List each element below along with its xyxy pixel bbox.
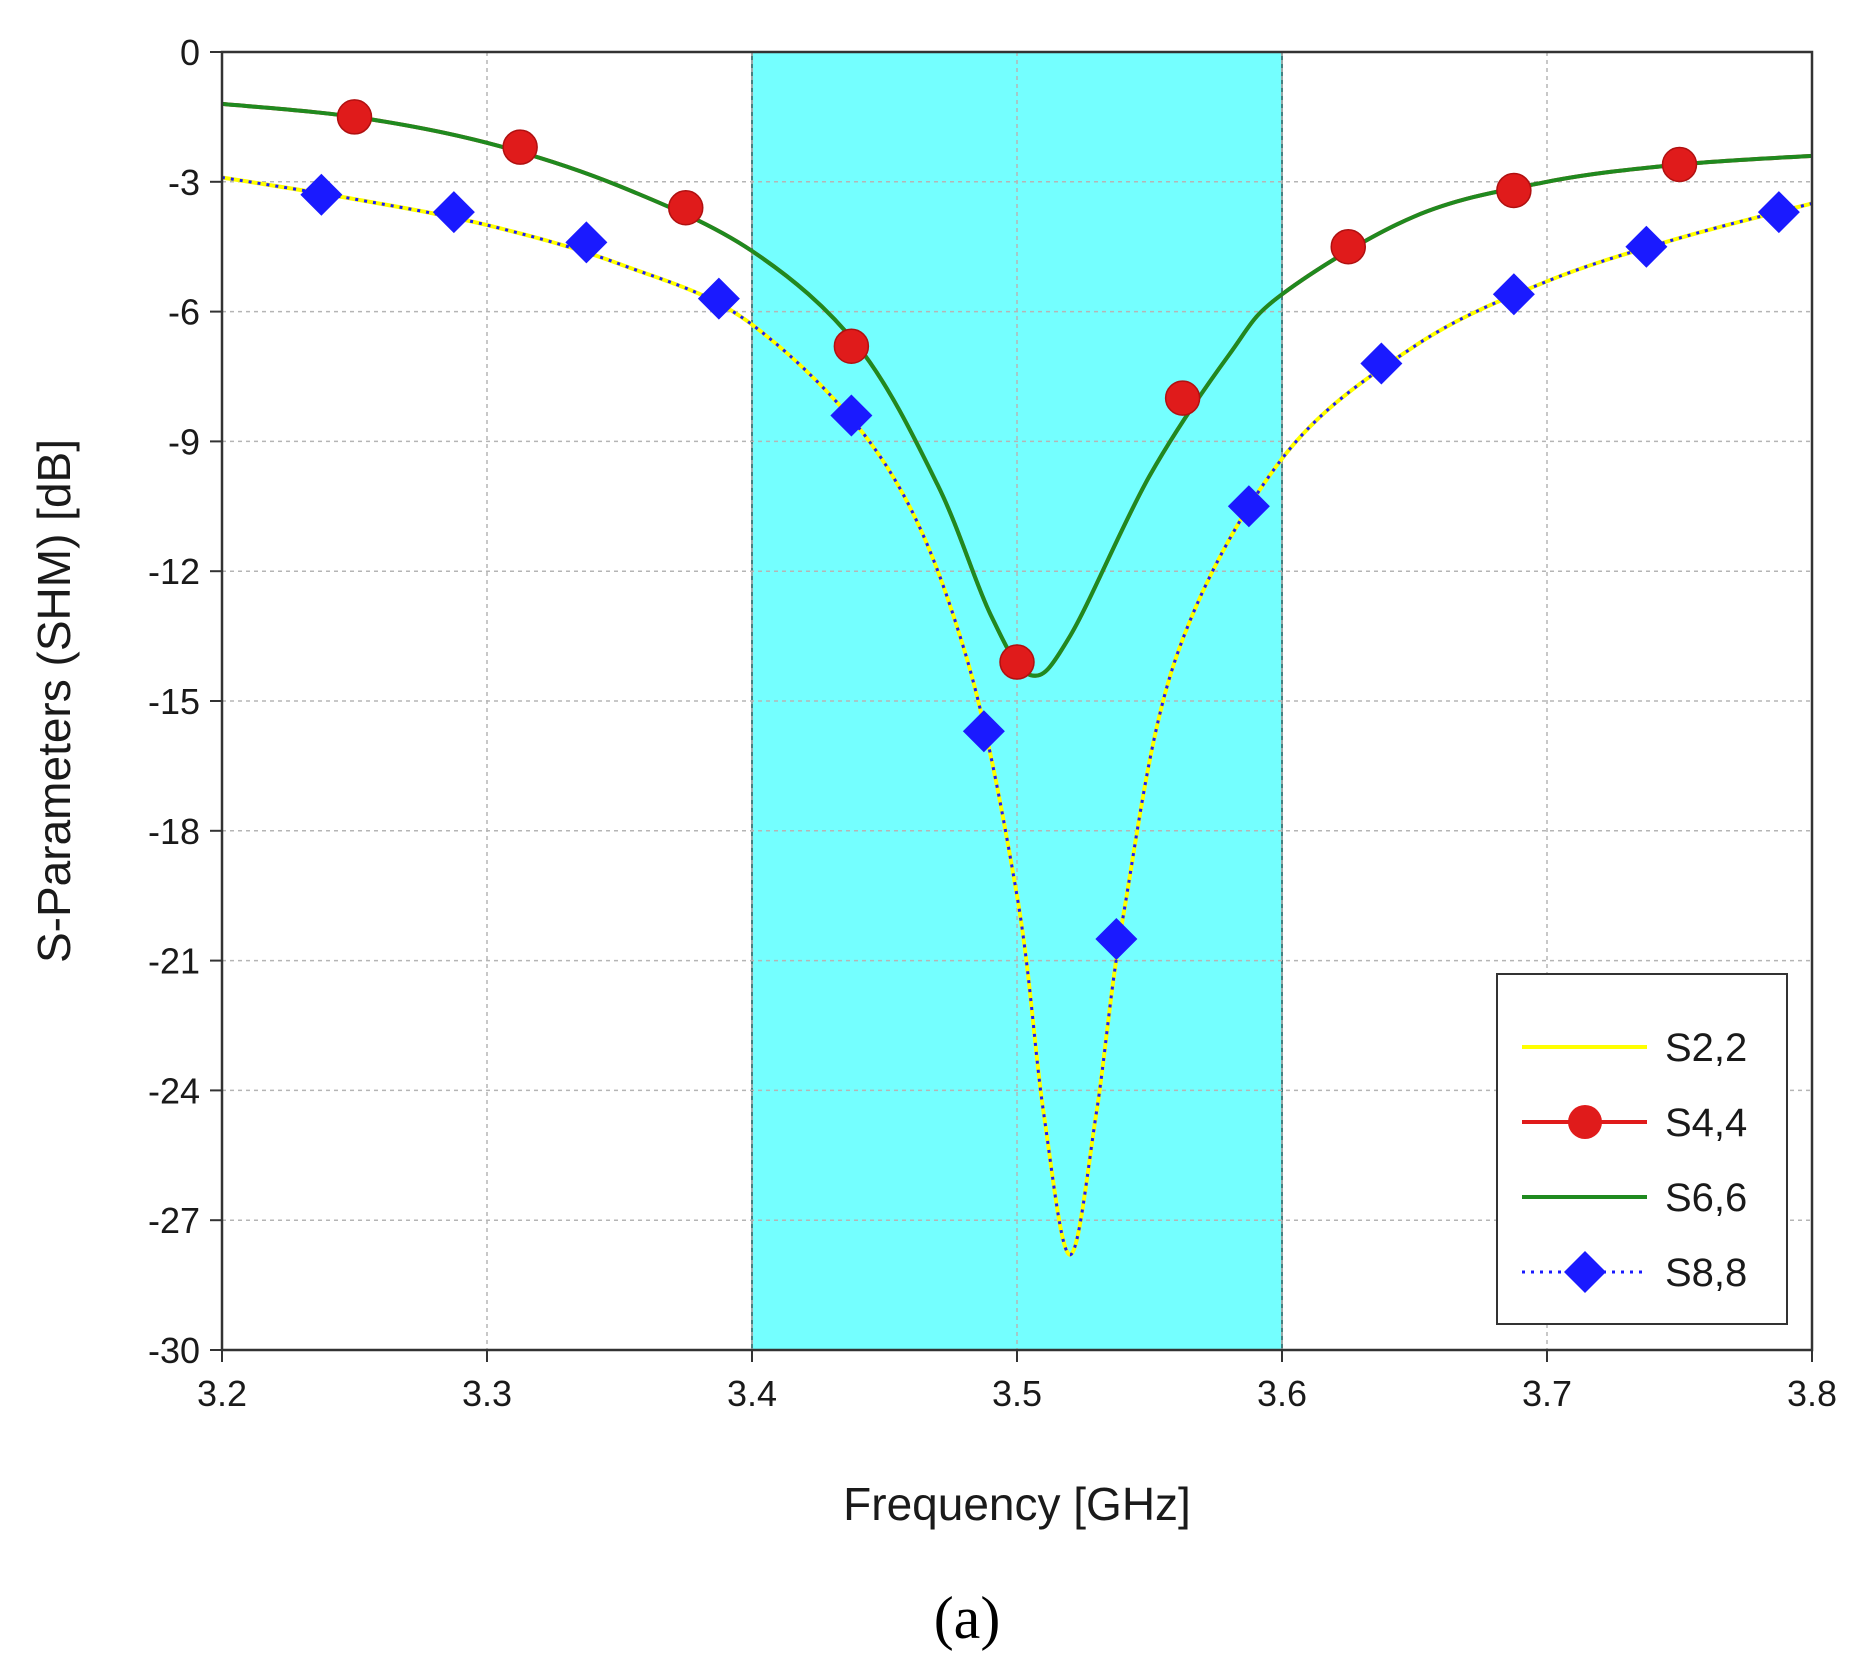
marker-s44 (999, 644, 1035, 680)
x-tick-label: 3.2 (197, 1373, 247, 1414)
marker-s44 (502, 129, 538, 165)
legend-marker-s88 (1564, 1251, 1606, 1293)
y-tick-label: 0 (180, 32, 200, 73)
y-tick-label: -21 (148, 941, 200, 982)
marker-s44 (1661, 146, 1698, 183)
x-tick-label: 3.4 (727, 1373, 777, 1414)
marker-s88 (1492, 273, 1535, 316)
marker-s44 (336, 99, 373, 135)
marker-s88 (432, 191, 475, 234)
marker-layer (300, 99, 1800, 960)
y-axis-title: S-Parameters (SHM) [dB] (28, 439, 80, 963)
marker-s44 (833, 328, 870, 364)
y-tick-label: -24 (148, 1070, 200, 1111)
marker-s88 (962, 710, 1005, 753)
figure-caption: (a) (934, 1585, 1001, 1651)
marker-s88 (1625, 225, 1668, 268)
marker-s88 (1095, 917, 1138, 960)
x-tick-label: 3.3 (462, 1373, 512, 1414)
marker-s44 (668, 190, 704, 226)
x-tick-label: 3.6 (1257, 1373, 1307, 1414)
legend-items: S2,2 S4,4 S6,6 S8,8 (1522, 1026, 1747, 1295)
y-tick-label: -18 (148, 811, 200, 852)
marker-s44 (1164, 380, 1201, 416)
series-line-s66 (221, 101, 1813, 678)
legend-label-s88: S8,8 (1665, 1251, 1747, 1295)
y-tick-label: -9 (168, 421, 200, 462)
y-tick-label: -27 (148, 1200, 200, 1241)
marker-s88 (830, 394, 873, 437)
marker-s88 (1757, 191, 1800, 234)
marker-s88 (565, 221, 608, 264)
marker-s88 (697, 277, 740, 320)
x-tick-label: 3.7 (1522, 1373, 1572, 1414)
y-tick-label: -3 (168, 162, 200, 203)
legend-label-s44: S4,4 (1665, 1101, 1747, 1145)
marker-s44 (1330, 228, 1366, 265)
y-tick-label: -12 (148, 551, 200, 592)
y-tick-label: -30 (148, 1330, 200, 1371)
legend-box (1496, 973, 1788, 1325)
legend-label-s22: S2,2 (1665, 1026, 1747, 1070)
marker-s88 (1360, 342, 1403, 385)
series-layer (221, 101, 1813, 1257)
legend: S2,2 S4,4 S6,6 S8,8 (1496, 973, 1788, 1325)
x-axis-title: Frequency [GHz] (843, 1478, 1191, 1530)
tick-layer: 3.2 3.3 3.4 3.5 3.6 3.7 3.8 0 -3 -6 -9 -12 -15 -18 -21… (148, 32, 1837, 1414)
x-tick-label: 3.5 (992, 1373, 1042, 1414)
x-tick-label: 3.8 (1787, 1373, 1837, 1414)
y-tick-label: -6 (168, 292, 200, 333)
legend-label-s66: S6,6 (1665, 1176, 1747, 1220)
series-line-s88 (221, 175, 1813, 1257)
legend-marker-s44 (1568, 1105, 1602, 1139)
marker-s88 (1227, 485, 1270, 528)
grid-layer (222, 52, 1812, 1350)
marker-s88 (300, 173, 343, 216)
y-tick-label: -15 (148, 681, 200, 722)
marker-s44 (1496, 172, 1532, 209)
